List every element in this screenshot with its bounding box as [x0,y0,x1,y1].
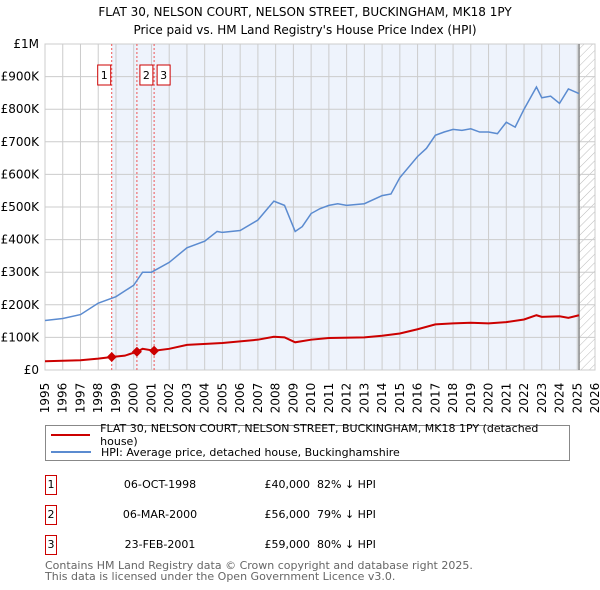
footer: Contains HM Land Registry data © Crown c… [45,560,473,582]
x-tick-label: 2019 [464,383,478,414]
legend-label-property: FLAT 30, NELSON COURT, NELSON STREET, BU… [100,422,539,448]
x-tick-label: 2004 [198,383,212,414]
sale-hpi-diff: 79% ↓ HPI [317,508,376,521]
sale-date: 06-OCT-1998 [123,478,197,491]
x-tick-label: 1999 [109,383,123,414]
y-tick-label: £100K [1,330,41,344]
x-tick-label: 2012 [340,383,354,414]
sale-hpi-diff: 80% ↓ HPI [317,538,376,551]
x-tick-label: 2001 [144,383,158,414]
y-tick-label: £800K [1,102,41,116]
y-tick-label: £700K [1,135,41,149]
x-tick-label: 2010 [304,383,318,414]
sale-label-box-1 [97,64,112,86]
sale-price: £59,000 [264,538,311,551]
x-tick-label: 1998 [91,383,105,414]
y-tick-label: £1M [13,37,39,51]
x-tick-label: 2022 [517,383,531,414]
legend-swatch-property [51,434,91,436]
sale-label-3: 3 [160,69,167,82]
y-tick-label: £400K [1,233,41,247]
x-tick-label: 2014 [375,383,389,414]
hpi-line [44,85,580,322]
x-tick-label: 2018 [446,383,460,414]
x-tick-label: 2025 [570,383,584,414]
x-tick-label: 2006 [233,383,247,414]
sale-point-1 [106,351,117,362]
sale-price: £40,000 [264,478,311,491]
sale-marker-badge: 1 [45,475,57,495]
sale-marker-badge: 3 [45,535,57,555]
sale-label-box-3 [156,64,171,86]
sale-point-2 [131,346,142,357]
sale-row-2: 2 06-MAR-2000 £56,000 79% ↓ HPI [45,505,445,525]
x-tick-label: 1996 [56,383,70,414]
legend-swatch-hpi [51,451,91,453]
x-tick-label: 2015 [393,383,407,414]
x-tick-label: 2000 [127,383,141,414]
sale-marker-badge: 2 [45,505,57,525]
sale-price: £56,000 [264,508,311,521]
x-tick-label: 1995 [38,383,52,414]
y-tick-label: £600K [1,167,41,181]
x-tick-label: 2023 [535,383,549,414]
sale-label-2: 2 [143,69,150,82]
sale-hpi-diff: 82% ↓ HPI [317,478,376,491]
plot-border [44,43,596,371]
x-tick-label: 2013 [357,383,371,414]
footer-line-1: Contains HM Land Registry data © Crown c… [45,559,473,572]
x-tick-label: 2016 [411,383,425,414]
y-tick-label: £900K [1,70,41,84]
x-tick-label: 2007 [251,383,265,414]
x-tick-label: 2024 [553,383,567,414]
x-tick-label: 2009 [286,383,300,414]
legend: FLAT 30, NELSON COURT, NELSON STREET, BU… [45,422,570,461]
x-tick-label: 2020 [482,383,496,414]
sale-date: 06-MAR-2000 [122,508,198,521]
sale-point-3 [149,345,160,356]
price-chart: FLAT 30, NELSON COURT, NELSON STREET, BU… [1,5,600,414]
y-tick-label: £0 [24,363,39,377]
chart-subtitle: Price paid vs. HM Land Registry's House … [133,23,476,37]
chart-title: FLAT 30, NELSON COURT, NELSON STREET, BU… [98,5,512,19]
x-tick-label: 2008 [269,383,283,414]
y-tick-label: £200K [1,298,41,312]
x-tick-label: 2003 [180,383,194,414]
sale-row-1: 1 06-OCT-1998 £40,000 82% ↓ HPI [45,475,445,495]
y-tick-label: £300K [1,265,41,279]
x-tick-label: 2017 [428,383,442,414]
y-tick-label: £500K [1,200,41,214]
sale-label-box-2 [139,64,154,86]
x-tick-label: 2002 [162,383,176,414]
sale-row-3: 3 23-FEB-2001 £59,000 80% ↓ HPI [45,535,445,555]
x-tick-label: 2011 [322,383,336,414]
footer-line-2: This data is licensed under the Open Gov… [45,570,396,583]
x-tick-label: 2021 [499,383,513,414]
sale-label-1: 1 [101,69,108,82]
x-tick-label: 2026 [588,383,600,414]
x-tick-label: 2005 [215,383,229,414]
sale-date: 23-FEB-2001 [124,538,196,551]
legend-label-hpi: HPI: Average price, detached house, Buck… [101,445,400,459]
x-tick-label: 1997 [73,383,87,414]
